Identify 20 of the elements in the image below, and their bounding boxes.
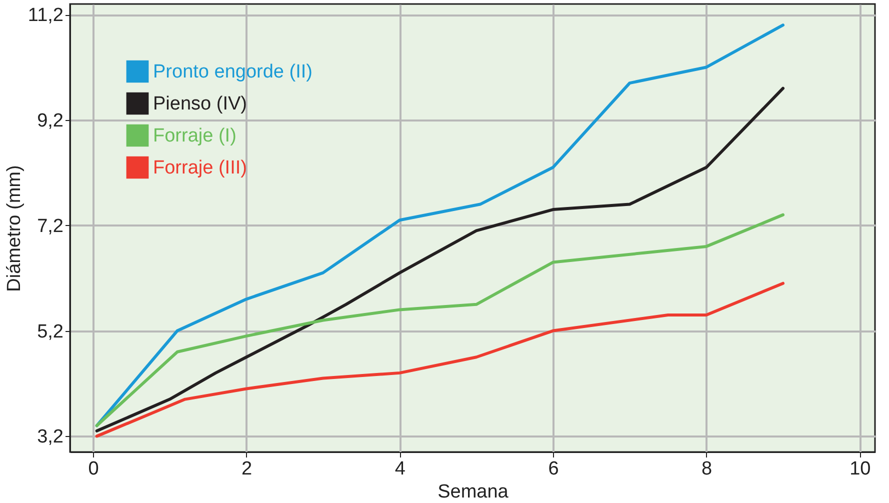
x-tick-label: 4 bbox=[394, 458, 406, 480]
x-tick-label: 2 bbox=[242, 458, 252, 480]
legend-label: Forraje (I) bbox=[153, 126, 236, 146]
y-tick-label: 11,2 bbox=[28, 5, 64, 26]
x-tick-label: 10 bbox=[850, 458, 871, 480]
line-series bbox=[95, 86, 784, 432]
legend-label: Forraje (III) bbox=[153, 158, 247, 178]
y-tick-label: 7,2 bbox=[37, 216, 64, 237]
y-axis-title: Diámetro (mm) bbox=[4, 165, 25, 292]
y-tick-label: 9,2 bbox=[37, 110, 64, 132]
line-series bbox=[95, 282, 784, 438]
y-tick-label: 5,2 bbox=[37, 321, 64, 342]
x-axis-title: Semana bbox=[438, 482, 509, 502]
y-tick-label: 3,2 bbox=[37, 426, 64, 448]
legend-label: Pronto engorde (II) bbox=[153, 62, 312, 82]
x-tick-label: 6 bbox=[548, 458, 559, 480]
line-series bbox=[95, 213, 784, 428]
legend-label: Pienso (IV) bbox=[153, 94, 247, 114]
x-tick-label: 8 bbox=[702, 458, 712, 480]
x-tick-label: 0 bbox=[88, 458, 99, 480]
